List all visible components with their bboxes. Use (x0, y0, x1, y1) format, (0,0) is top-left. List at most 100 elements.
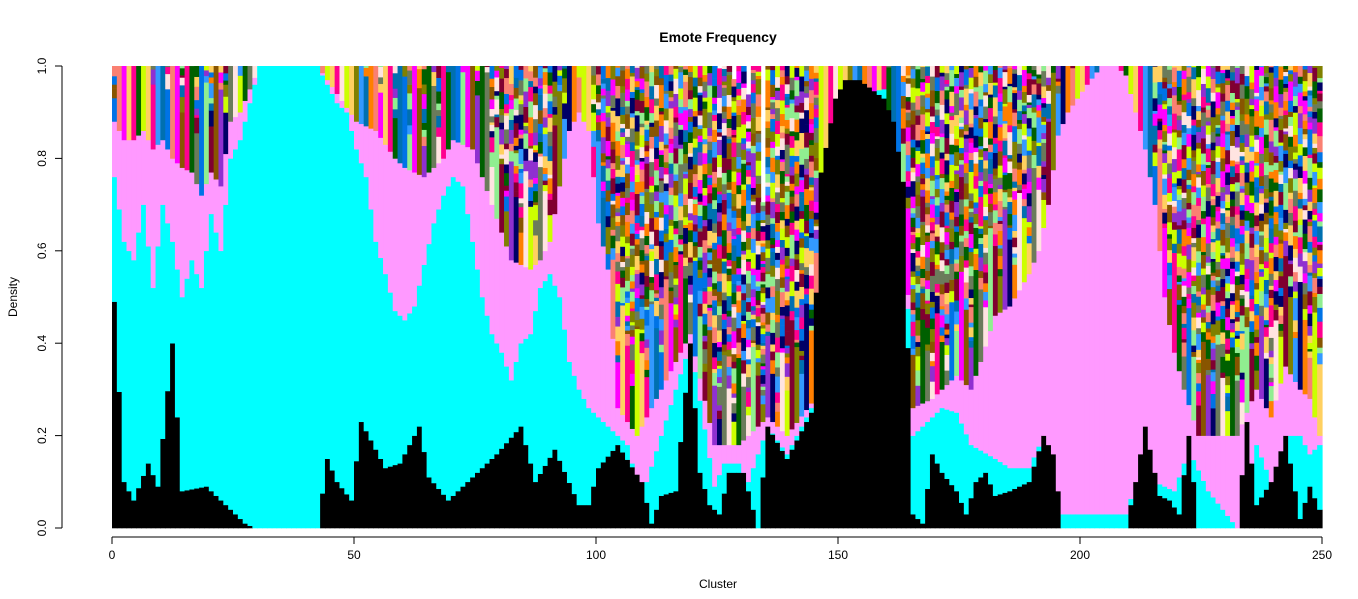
bar-segment (1181, 305, 1188, 314)
bar-segment (968, 275, 975, 290)
bar-segment (1234, 261, 1241, 272)
bar-segment (499, 232, 505, 353)
bar-segment (731, 134, 737, 138)
bar-segment (1201, 480, 1207, 529)
bar-segment (591, 176, 597, 413)
bar-segment (1171, 95, 1178, 108)
bar-segment (668, 219, 675, 226)
bar-segment (707, 66, 713, 74)
bar-segment (1273, 169, 1280, 183)
bar-segment (1142, 66, 1149, 150)
bar-segment (726, 208, 733, 223)
bar-segment (963, 282, 970, 299)
bar-segment (1157, 69, 1163, 83)
bar-segment (426, 477, 433, 529)
bar-segment (1244, 162, 1250, 173)
bar-segment (654, 105, 660, 121)
bar-segment (1244, 306, 1250, 317)
bar-segment (929, 198, 936, 205)
bar-segment (654, 200, 660, 212)
bar-segment (813, 212, 820, 220)
bar-segment (620, 106, 626, 115)
bar-segment (663, 167, 670, 175)
bar-segment (1094, 72, 1100, 515)
bar-segment (799, 91, 805, 103)
bar-segment (1268, 356, 1275, 365)
bar-segment (1283, 71, 1289, 77)
bar-segment (794, 303, 800, 308)
bar-segment (944, 384, 950, 410)
bar-segment (1302, 394, 1309, 446)
bar-segment (731, 156, 737, 172)
bar-segment (1118, 514, 1125, 529)
bar-segment (1123, 514, 1129, 529)
bar-segment (1191, 66, 1197, 80)
bar-segment (586, 130, 592, 409)
bar-segment (1176, 229, 1183, 244)
bar-segment (378, 83, 384, 93)
bar-segment (1263, 114, 1270, 120)
bar-segment (712, 141, 718, 158)
bar-segment (639, 192, 645, 196)
bar-segment (1171, 507, 1178, 529)
bar-segment (145, 66, 152, 141)
bar-segment (910, 180, 917, 197)
bar-segment (842, 79, 849, 529)
bar-segment (537, 287, 544, 475)
bar-segment (1302, 134, 1309, 140)
bar-segment (455, 491, 462, 529)
bar-segment (992, 458, 999, 496)
bar-segment (920, 286, 926, 289)
bar-segment (615, 192, 621, 196)
bar-segment (784, 305, 791, 317)
bar-segment (639, 78, 645, 90)
bar-segment (1225, 163, 1231, 173)
bar-segment (644, 106, 650, 121)
bar-segment (920, 153, 926, 158)
bar-segment (1205, 164, 1212, 168)
bar-segment (218, 250, 224, 501)
bar-segment (533, 132, 539, 146)
bar-segment (1205, 121, 1212, 126)
bar-segment (910, 264, 917, 272)
bar-segment (784, 144, 791, 160)
bar-segment (959, 128, 965, 138)
bar-segment (465, 146, 471, 215)
bar-segment (552, 449, 558, 529)
bar-segment (615, 435, 621, 446)
bar-segment (1215, 87, 1221, 93)
bar-segment (1268, 128, 1275, 142)
bar-segment (717, 142, 723, 156)
bar-segment (736, 99, 742, 107)
bar-segment (644, 96, 650, 108)
bar-segment (746, 491, 752, 529)
bar-segment (692, 97, 699, 112)
bar-segment (1244, 75, 1250, 87)
bar-segment (1036, 129, 1042, 143)
bar-segment (1254, 271, 1260, 284)
bar-segment (605, 112, 612, 118)
bar-segment (421, 66, 428, 70)
bar-segment (1239, 298, 1246, 306)
bar-segment (823, 147, 829, 529)
bar-segment (1152, 152, 1159, 167)
bar-segment (1278, 191, 1284, 205)
bar-segment (639, 329, 645, 334)
bar-segment (702, 74, 708, 82)
bar-segment (702, 101, 708, 109)
bar-segment (1162, 100, 1168, 105)
bar-segment (721, 313, 728, 320)
bar-segment (721, 193, 728, 201)
bar-segment (871, 90, 878, 529)
bar-segment (1026, 104, 1033, 108)
bar-segment (712, 509, 718, 529)
bar-segment (654, 327, 660, 399)
bar-segment (789, 203, 796, 212)
bar-segment (1215, 240, 1221, 251)
bar-segment (973, 76, 979, 88)
bar-segment (750, 92, 757, 104)
bar-segment (988, 121, 994, 136)
bar-segment (663, 228, 670, 234)
bar-segment (1225, 316, 1231, 331)
bar-segment (750, 72, 757, 81)
